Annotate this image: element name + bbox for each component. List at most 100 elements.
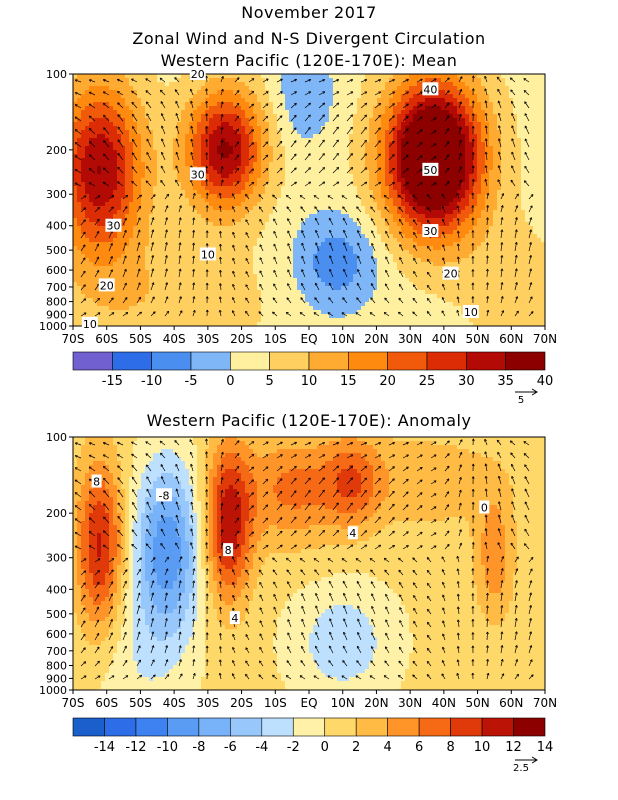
colorbar-swatch bbox=[190, 351, 231, 371]
contour-label-box bbox=[105, 218, 122, 232]
x-tick-label: 40N bbox=[432, 332, 456, 346]
x-tick-label: 50N bbox=[465, 332, 489, 346]
colorbar-swatch bbox=[167, 717, 200, 737]
x-tick-label: 40N bbox=[432, 696, 456, 710]
reference-vector-head bbox=[531, 756, 538, 764]
contour-label-box bbox=[199, 247, 216, 261]
x-tick-label: 40S bbox=[163, 332, 186, 346]
colorbar-swatch bbox=[292, 717, 326, 737]
contour-label: 10 bbox=[201, 248, 215, 261]
colorbar-swatch bbox=[450, 717, 483, 737]
contour-label-box bbox=[422, 162, 439, 176]
x-tick-label: EQ bbox=[300, 696, 317, 710]
contour-label: 30 bbox=[191, 168, 205, 181]
colorbar-swatch bbox=[418, 717, 451, 737]
colorbar-label: 12 bbox=[505, 740, 522, 755]
y-tick-label: 700 bbox=[46, 281, 67, 294]
colorbar-swatch bbox=[151, 351, 192, 371]
reference-vector-label: 5 bbox=[518, 395, 524, 406]
colorbar-swatch bbox=[230, 717, 263, 737]
colorbar-swatch bbox=[387, 351, 428, 371]
contour-label: 10 bbox=[464, 306, 478, 319]
colorbar-label: -12 bbox=[125, 740, 146, 755]
contour-label: 20 bbox=[191, 68, 205, 81]
divergent-circulation-vectors bbox=[74, 438, 534, 680]
colorbar-swatch bbox=[348, 351, 388, 371]
colorbar-label: 14 bbox=[537, 740, 554, 755]
colorbar-label: 5 bbox=[266, 374, 274, 389]
y-tick-label: 600 bbox=[46, 628, 67, 641]
contour-label: 10 bbox=[83, 318, 97, 331]
colorbar-swatch bbox=[72, 351, 113, 371]
contour-label: 50 bbox=[423, 164, 437, 177]
colorbar-label: 8 bbox=[446, 740, 454, 755]
colorbar-swatch bbox=[387, 717, 420, 737]
colorbar-label: -4 bbox=[255, 740, 268, 755]
y-tick-label: 200 bbox=[46, 507, 67, 520]
x-tick-label: 30N bbox=[398, 696, 422, 710]
colorbar-swatch bbox=[466, 351, 506, 371]
contour-label: 30 bbox=[106, 220, 120, 233]
colorbar-swatch bbox=[513, 717, 546, 737]
anomaly-panel-title: Western Pacific (120E-170E): Anomaly bbox=[146, 411, 472, 430]
y-tick-label: 800 bbox=[46, 659, 67, 672]
x-tick-label: 70S bbox=[62, 696, 85, 710]
colorbar-label: 6 bbox=[415, 740, 423, 755]
date-title: November 2017 bbox=[241, 3, 377, 22]
colorbar-swatch bbox=[308, 351, 349, 371]
x-tick-label: 30N bbox=[398, 332, 422, 346]
y-tick-label: 300 bbox=[46, 188, 67, 201]
colorbar-swatch bbox=[481, 717, 514, 737]
contour-label-box bbox=[422, 224, 439, 238]
colorbar-label: -2 bbox=[287, 740, 300, 755]
colorbar-label: 15 bbox=[340, 374, 357, 389]
y-tick-label: 600 bbox=[46, 264, 67, 277]
contour-label: 30 bbox=[423, 225, 437, 238]
colorbar-label: -14 bbox=[94, 740, 115, 755]
contour-label: -8 bbox=[159, 489, 170, 502]
colorbar: -14 -12 -10 -8 -6 -4 -2 0 2 4 6 8 10 12 14 bbox=[72, 717, 554, 755]
x-tick-label: 10S bbox=[264, 332, 287, 346]
x-tick-label: 20S bbox=[230, 696, 253, 710]
reference-vector-label: 2.5 bbox=[513, 763, 529, 774]
mean-panel-title: Western Pacific (120E-170E): Mean bbox=[160, 51, 458, 70]
contour-label-box bbox=[422, 82, 439, 96]
contour-label: 4 bbox=[349, 527, 356, 540]
contour-label-box bbox=[189, 167, 206, 181]
y-tick-label: 1000 bbox=[39, 320, 67, 333]
y-tick-label: 400 bbox=[46, 220, 67, 233]
colorbar-label: -5 bbox=[185, 374, 198, 389]
contour-label: 8 bbox=[225, 544, 232, 557]
contour-label: 20 bbox=[444, 268, 458, 281]
contour-label-box bbox=[81, 316, 98, 330]
contour-label-box bbox=[462, 305, 479, 319]
y-tick-label: 500 bbox=[46, 608, 67, 621]
colorbar-swatch bbox=[104, 717, 137, 737]
contour-label: 20 bbox=[100, 279, 114, 292]
reference-vector-head bbox=[531, 388, 538, 396]
x-tick-label: 60N bbox=[499, 332, 523, 346]
colorbar-label: -15 bbox=[102, 374, 123, 389]
colorbar-label: 10 bbox=[301, 374, 318, 389]
colorbar-swatch bbox=[230, 351, 270, 371]
colorbar-swatch bbox=[505, 351, 546, 371]
y-tick-label: 700 bbox=[46, 645, 67, 658]
contour-label-box bbox=[442, 266, 459, 280]
x-tick-label: 60S bbox=[95, 696, 118, 710]
y-tick-label: 100 bbox=[46, 68, 67, 81]
y-tick-label: 200 bbox=[46, 144, 67, 157]
x-tick-label: 20S bbox=[230, 332, 253, 346]
contour-label-box bbox=[156, 488, 173, 502]
x-tick-label: 10S bbox=[264, 696, 287, 710]
y-tick-label: 800 bbox=[46, 296, 67, 309]
x-tick-label: 40S bbox=[163, 696, 186, 710]
colorbar-label: -6 bbox=[224, 740, 237, 755]
x-tick-label: 70S bbox=[62, 332, 85, 346]
colorbar-swatch bbox=[72, 717, 105, 737]
colorbar: -15 -10 -5 0 5 10 15 20 25 30 35 40 bbox=[72, 351, 553, 389]
colorbar-swatch bbox=[426, 351, 467, 371]
contour-label-box bbox=[347, 526, 358, 540]
